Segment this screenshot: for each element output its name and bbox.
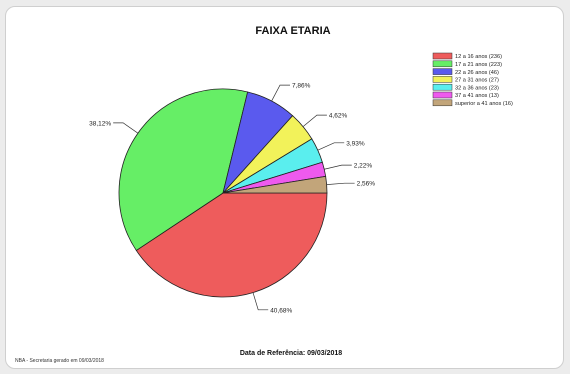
slice-percent-label: 38,12% xyxy=(89,120,111,127)
legend-swatch xyxy=(432,76,453,83)
slice-percent-label: 2,56% xyxy=(357,181,376,188)
slice-percent-label: 4,62% xyxy=(329,113,348,120)
legend-label: 27 a 31 anos (27) xyxy=(455,78,499,84)
reference-date: Data de Referência: 09/03/2018 xyxy=(240,350,342,357)
legend-label: 22 a 26 anos (46) xyxy=(455,70,499,76)
generated-note: NBA - Secretaria gerado em 09/03/2018 xyxy=(15,358,104,364)
leader-line xyxy=(113,122,139,134)
leader-line xyxy=(271,84,291,102)
slice-percent-label: 2,22% xyxy=(354,163,373,170)
legend-label: 12 a 16 anos (236) xyxy=(455,54,502,60)
chart-card: FAIXA ETARIA 40,68% 38,12% 7,86% 4,62% 3,93%… xyxy=(5,6,564,369)
slice-percent-label: 7,86% xyxy=(292,83,311,90)
legend-label: superior a 41 anos (16) xyxy=(455,101,513,107)
chart-title: FAIXA ETARIA xyxy=(255,25,330,37)
leader-line xyxy=(317,142,345,151)
slice-percent-label: 40,68% xyxy=(270,307,292,314)
legend-swatch xyxy=(432,60,453,68)
legend-label: 32 a 36 anos (23) xyxy=(455,85,499,91)
leader-line xyxy=(252,292,269,311)
legend-swatch xyxy=(432,83,453,91)
legend-swatch xyxy=(432,68,453,75)
leader-line xyxy=(324,164,352,170)
leader-line xyxy=(302,114,327,127)
pie-chart: FAIXA ETARIA 40,68% 38,12% 7,86% 4,62% 3,93%… xyxy=(89,25,513,357)
legend-label: 17 a 21 anos (223) xyxy=(455,62,502,68)
legend-swatch xyxy=(432,91,453,99)
slice-percent-label: 3,93% xyxy=(346,140,365,147)
leader-line xyxy=(326,182,355,185)
pie-slice xyxy=(222,175,328,194)
legend-swatch xyxy=(432,99,453,107)
legend-label: 37 a 41 anos (13) xyxy=(455,93,499,99)
legend-swatch xyxy=(432,52,453,60)
